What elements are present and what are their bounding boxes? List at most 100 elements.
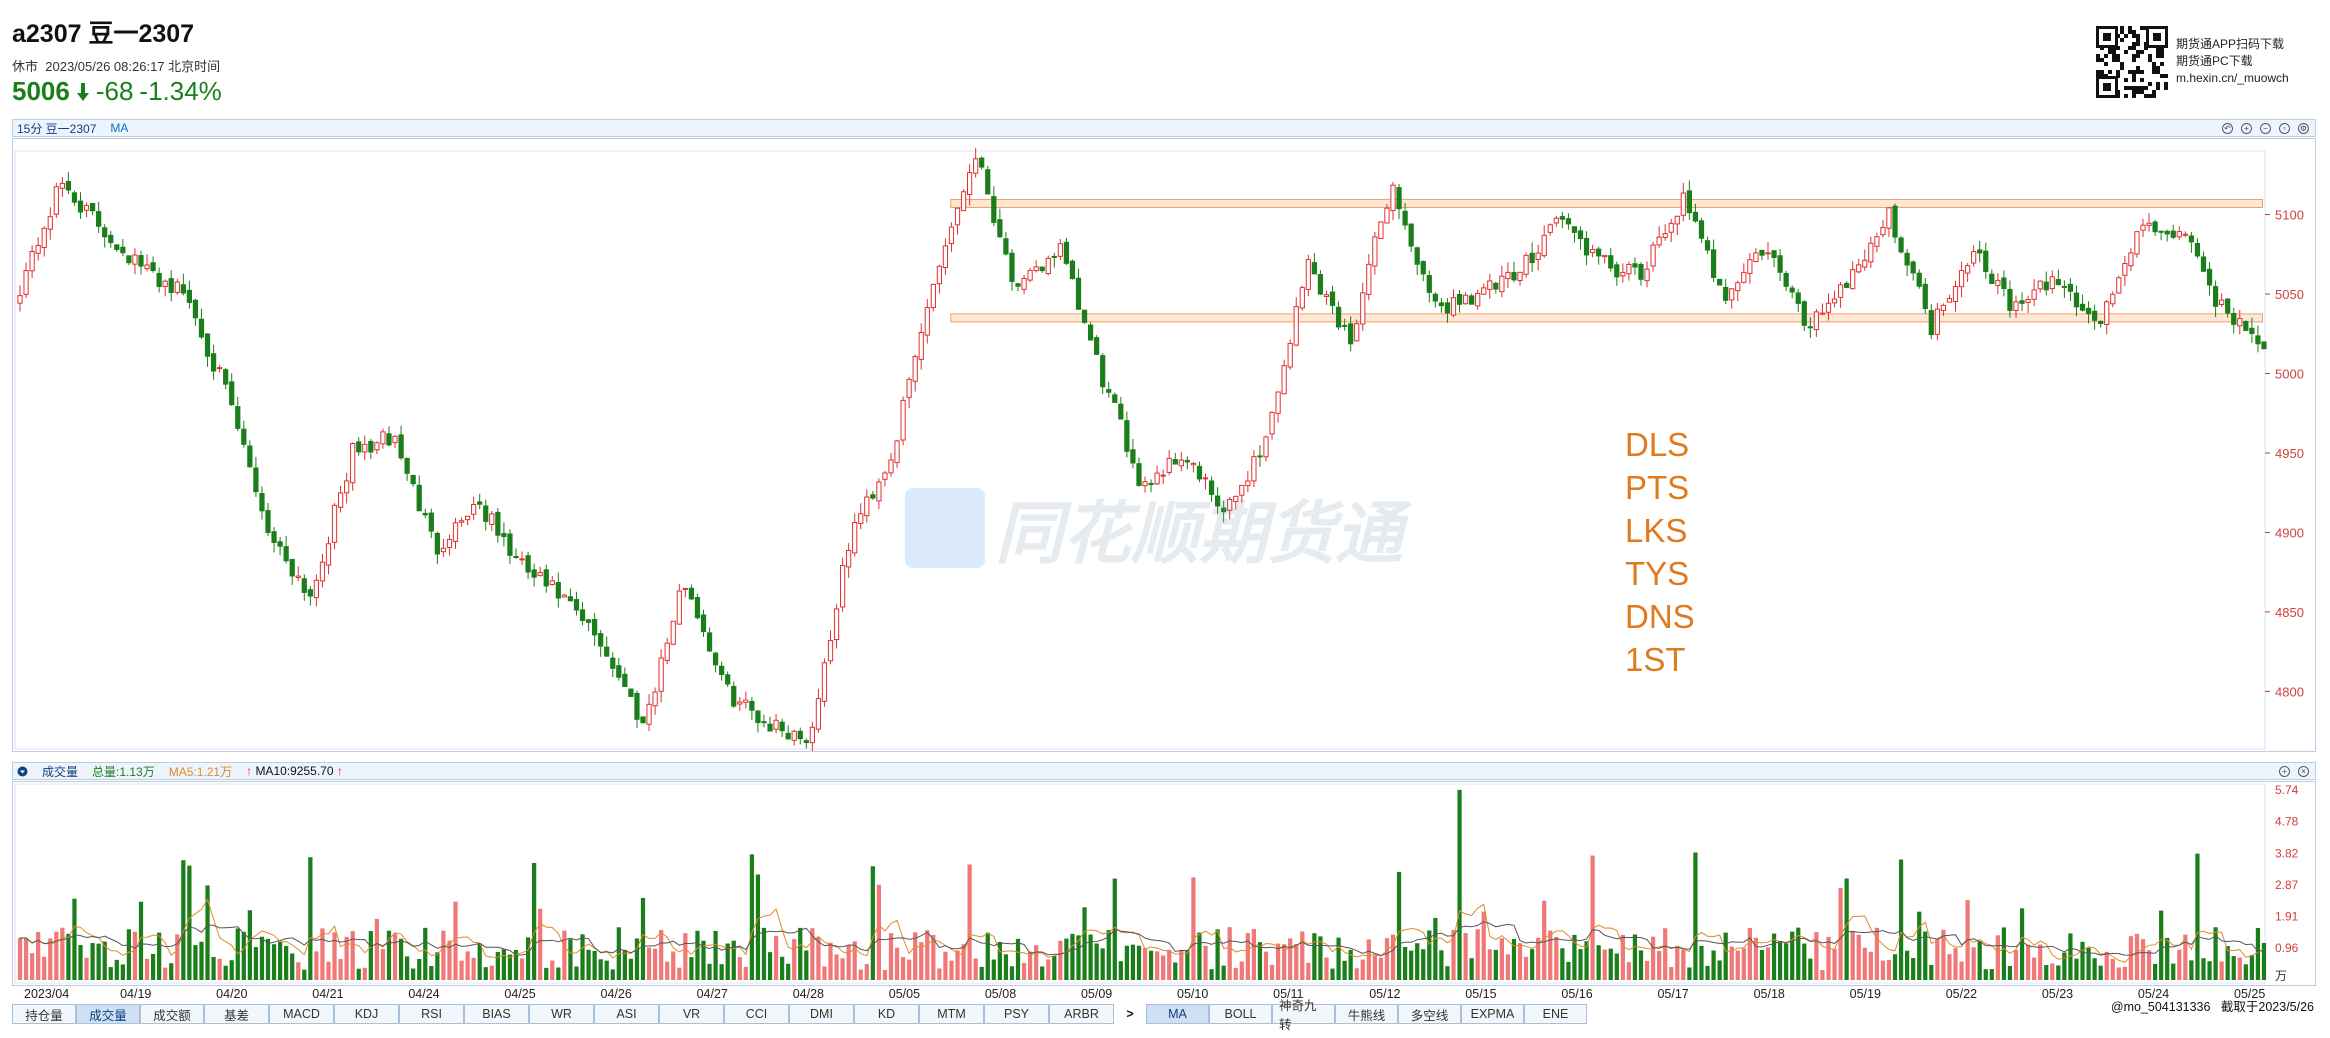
date-tick-label: 05/23 (2042, 987, 2073, 1001)
price-chart-panel[interactable]: 5100 5050 5000 4950 4900 4850 4800 (12, 138, 2316, 752)
tab-wr[interactable]: WR (529, 1004, 594, 1024)
volume-bar (17, 937, 23, 980)
tab-成交量[interactable]: 成交量 (76, 1004, 140, 1024)
tab-arbr[interactable]: ARBR (1049, 1004, 1114, 1024)
watermark-text: 同花顺期货通 (995, 496, 1404, 572)
volume-bar (1221, 965, 1226, 980)
volume-bar (2231, 956, 2236, 980)
collapse-icon[interactable] (17, 766, 28, 777)
tab-ene[interactable]: ENE (1524, 1004, 1587, 1024)
tab-神奇九转[interactable]: 神奇九转 (1272, 999, 1335, 1032)
tab-macd[interactable]: MACD (269, 1004, 334, 1024)
volume-bar (1167, 949, 1172, 980)
volume-bar (1657, 950, 1662, 980)
candlesticks (17, 147, 2267, 751)
zoom-in-icon[interactable]: + (2279, 765, 2290, 777)
volume-bar (2104, 951, 2109, 980)
tab-mtm[interactable]: MTM (919, 1004, 984, 1024)
zoom-in-icon[interactable]: + (2241, 122, 2252, 134)
tab-牛熊线[interactable]: 牛熊线 (1335, 1004, 1398, 1024)
tab-kd[interactable]: KD (854, 1004, 919, 1024)
tab-boll[interactable]: BOLL (1209, 1004, 1272, 1024)
tab-cci[interactable]: CCI (724, 1004, 789, 1024)
tab-kdj[interactable]: KDJ (334, 1004, 399, 1024)
close-icon[interactable]: × (2298, 765, 2309, 777)
candle-body (1045, 257, 1051, 275)
tab-成交额[interactable]: 成交额 (140, 1004, 204, 1024)
volume-bar (2062, 952, 2067, 980)
save-image-icon[interactable]: ▫ (2279, 122, 2290, 134)
volume-bar (2025, 944, 2031, 980)
candle-body (65, 180, 72, 191)
more-tabs-chevron-icon[interactable]: > (1126, 1007, 1134, 1021)
tab-基差[interactable]: 基差 (204, 1004, 269, 1024)
candle-body (1251, 456, 1257, 482)
candle-body (23, 270, 29, 295)
volume-bar (332, 932, 337, 980)
price-chart[interactable]: 5100 5050 5000 4950 4900 4850 4800 (13, 139, 2315, 751)
candle-body (1094, 337, 1100, 355)
tab-asi[interactable]: ASI (594, 1004, 659, 1024)
promo-pc[interactable]: 期货通PC下载 (2176, 54, 2253, 68)
volume-bar (1548, 930, 1553, 980)
tab-持仓量[interactable]: 持仓量 (12, 1004, 76, 1024)
indicator-label[interactable]: MA (110, 121, 129, 135)
candle-body (1638, 264, 1644, 280)
tab-psy[interactable]: PSY (984, 1004, 1049, 1024)
volume-bar (1941, 929, 1946, 980)
volume-bar (2134, 933, 2140, 980)
candle-body (1293, 306, 1299, 346)
volume-chart[interactable]: 5.74 4.78 3.82 2.87 1.91 0.96 万 (13, 782, 2315, 985)
candle-body (283, 546, 289, 562)
download-promo: 期货通APP扫码下载 期货通PC下载 m.hexin.cn/_muowch (2176, 36, 2289, 87)
candle-body (779, 721, 785, 732)
volume-bar (900, 957, 906, 980)
candle-body (2067, 283, 2074, 292)
tab-vr[interactable]: VR (659, 1004, 724, 1024)
volume-bar (54, 931, 59, 980)
candle-body (1589, 249, 1596, 254)
volume-bar (1711, 950, 1716, 980)
undo-icon[interactable]: ↶ (2222, 122, 2233, 134)
candle-body (89, 202, 96, 212)
candle-body (241, 428, 247, 445)
tab-dmi[interactable]: DMI (789, 1004, 854, 1024)
logo-icon (905, 487, 985, 568)
volume-bar (804, 950, 809, 980)
volume-chart-panel[interactable]: 5.74 4.78 3.82 2.87 1.91 0.96 万 (12, 781, 2316, 986)
volume-bar (302, 969, 307, 980)
volume-bar (259, 936, 265, 980)
promo-url[interactable]: m.hexin.cn/_muowch (2176, 71, 2289, 85)
tab-ma[interactable]: MA (1146, 1004, 1209, 1024)
candle-body (2079, 303, 2086, 311)
candle-body (1989, 273, 1995, 285)
volume-bar (2122, 966, 2127, 980)
candle-body (483, 505, 489, 522)
candle-body (585, 619, 592, 623)
candle-body (616, 665, 622, 678)
volume-bar (1832, 948, 1837, 980)
candle-body (1481, 287, 1487, 295)
candle-body (1166, 457, 1172, 473)
volume-bar (713, 930, 718, 980)
candle-body (1233, 495, 1239, 503)
volume-bar (1348, 949, 1353, 980)
promo-app[interactable]: 期货通APP扫码下载 (2176, 37, 2285, 51)
price-tick-label: 5050 (2275, 287, 2304, 302)
candle-body (144, 264, 150, 270)
candle-body (289, 558, 295, 577)
settings-icon[interactable]: ⚙ (2298, 122, 2309, 134)
footer-user: @mo_504131336 (2110, 1000, 2211, 1014)
tab-rsi[interactable]: RSI (399, 1004, 464, 1024)
tab-多空线[interactable]: 多空线 (1398, 1004, 1461, 1024)
tab-expma[interactable]: EXPMA (1461, 1004, 1524, 1024)
period-label[interactable]: 15分 豆一2307 (17, 121, 97, 136)
candle-body (1366, 263, 1372, 295)
candle-body (374, 442, 380, 451)
candle-body (670, 620, 676, 645)
candle-body (295, 575, 301, 579)
volume-bar (907, 959, 912, 980)
volume-label[interactable]: 成交量 (42, 764, 79, 779)
tab-bias[interactable]: BIAS (464, 1004, 529, 1024)
zoom-out-icon[interactable]: − (2260, 122, 2271, 134)
